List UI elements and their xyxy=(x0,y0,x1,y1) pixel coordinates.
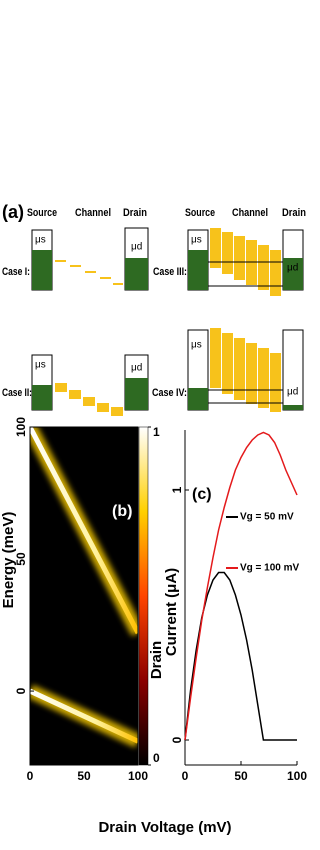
case-2-diagram-part xyxy=(97,403,109,412)
colorbar xyxy=(138,426,149,766)
header: Channel xyxy=(232,207,268,219)
mu-d: μd xyxy=(287,387,298,398)
mu-s: μs xyxy=(35,235,46,246)
x-tick-label: 50 xyxy=(77,769,91,783)
case-label: Case II: xyxy=(2,387,32,399)
header: Drain xyxy=(282,207,306,219)
mu-d: μd xyxy=(131,242,142,253)
panel-label: (a) xyxy=(2,202,24,222)
case-2-diagram-part xyxy=(32,385,52,410)
case-2-diagram-part xyxy=(111,407,123,416)
y-tick-label: 0 xyxy=(14,687,28,694)
header: Channel xyxy=(75,207,111,219)
legend-label: Vg = 50 mV xyxy=(240,512,294,523)
x-tick-label: 0 xyxy=(182,769,189,783)
case-1-diagram-part xyxy=(32,250,52,290)
x-axis-label: Drain Voltage (mV) xyxy=(98,819,231,836)
panel-label: (c) xyxy=(192,486,212,503)
case-1-diagram xyxy=(31,227,149,291)
case-2-diagram-part xyxy=(125,378,148,410)
y-tick-label: 0 xyxy=(170,736,184,743)
case-4-diagram-part xyxy=(210,328,221,388)
y-tick-label: 1 xyxy=(170,486,184,493)
chemical-potentials: μs μd μs μd μs μd μs μd xyxy=(35,235,298,398)
x-tick-label: 100 xyxy=(128,769,148,783)
case-2-diagram-part xyxy=(69,390,81,399)
y-tick-label: 100 xyxy=(14,417,28,437)
case-4-diagram-part xyxy=(188,388,208,410)
case-4-diagram-part xyxy=(282,329,304,411)
ridge xyxy=(30,688,138,744)
colorbar-tick-label: 1 xyxy=(153,425,160,439)
case-3-diagram xyxy=(187,228,304,296)
case-3-diagram-part xyxy=(188,250,208,290)
panel-a: (a) Source Channel Drain Source Channel … xyxy=(2,202,306,416)
heatmap-ridges xyxy=(30,427,138,748)
case-4-diagram xyxy=(187,328,304,412)
case-3-diagram-part xyxy=(222,232,233,274)
header: Drain xyxy=(123,207,147,219)
figure: (a) Source Channel Drain Source Channel … xyxy=(0,202,307,836)
mu-s: μs xyxy=(191,340,202,351)
ridge xyxy=(30,427,138,635)
case-1-diagram-part xyxy=(55,260,123,285)
case-4-diagram-part xyxy=(258,348,269,408)
x-tick-label: 50 xyxy=(234,769,248,783)
colorbar-tick-label: 0 xyxy=(153,751,160,765)
y-axis-label: Energy (meV) xyxy=(0,512,17,609)
case-1-diagram-part xyxy=(125,258,148,290)
y-axis-label: Drain xyxy=(148,641,165,679)
case-3-diagram-part xyxy=(210,228,221,268)
x-tick-label: 100 xyxy=(287,769,307,783)
case-4-diagram-part xyxy=(283,405,303,410)
case-3-diagram-part xyxy=(283,258,303,290)
mu-s: μs xyxy=(191,235,202,246)
case-4-diagram-part xyxy=(234,338,245,400)
case-label: Case I: xyxy=(2,266,30,278)
series-line xyxy=(184,431,298,741)
case-4-diagram-part xyxy=(246,343,257,404)
mu-d: μd xyxy=(131,363,142,374)
legend-label: Vg = 100 mV xyxy=(240,563,300,574)
case-3-diagram-part xyxy=(270,250,281,296)
case-3-diagram-part xyxy=(258,245,269,290)
panel-label: (b) xyxy=(112,503,132,520)
case-label: Case IV: xyxy=(152,387,187,399)
mu-d: μd xyxy=(287,263,298,274)
series-line xyxy=(184,571,297,741)
case-2-diagram xyxy=(31,354,149,416)
header: Source xyxy=(27,207,57,219)
case-4-diagram-part xyxy=(270,353,281,412)
case-2-diagram-part xyxy=(55,383,67,392)
y-axis-label: Current (μA) xyxy=(163,568,180,656)
header: Source xyxy=(185,207,215,219)
case-3-diagram-part xyxy=(234,236,245,280)
case-4-diagram-part xyxy=(222,333,233,394)
x-tick-label: 0 xyxy=(27,769,34,783)
mu-s: μs xyxy=(35,360,46,371)
case-label: Case III: xyxy=(153,266,187,278)
y-tick-label: 50 xyxy=(14,552,28,566)
case-2-diagram-part xyxy=(83,397,95,406)
